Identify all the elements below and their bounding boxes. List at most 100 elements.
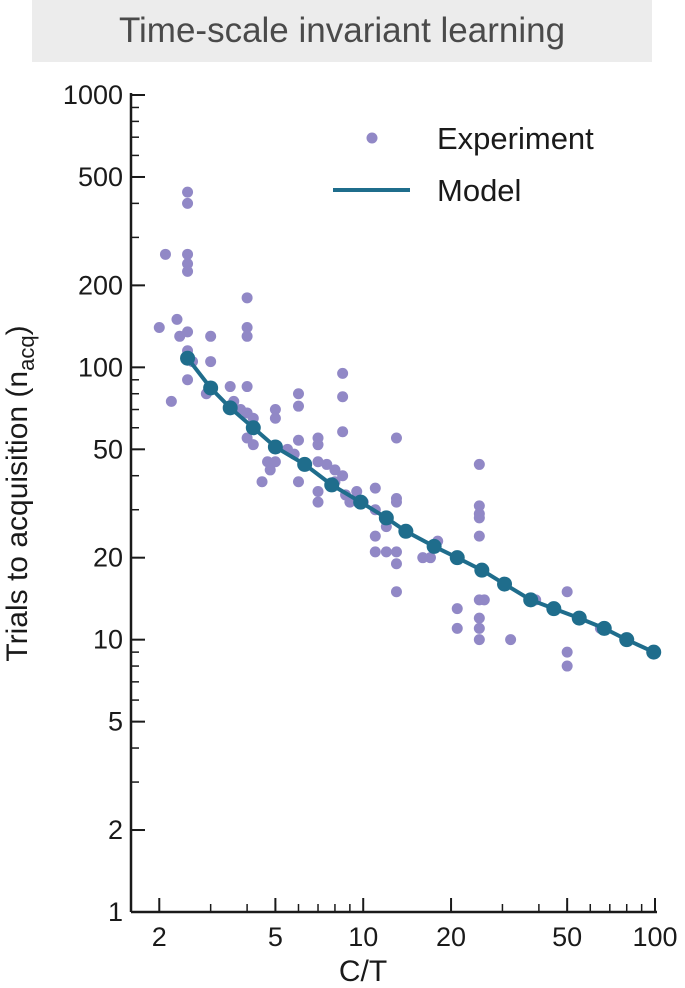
experiment-point bbox=[369, 482, 381, 494]
x-tick-label: 2 bbox=[152, 922, 167, 952]
model-point bbox=[297, 456, 313, 472]
x-tick-label: 50 bbox=[552, 922, 582, 952]
experiment-point bbox=[505, 634, 517, 646]
y-tick-label: 2 bbox=[108, 815, 123, 845]
model-point bbox=[398, 523, 414, 539]
experiment-point bbox=[337, 391, 349, 403]
x-tick-label: 100 bbox=[632, 922, 677, 952]
y-tick-label: 500 bbox=[78, 162, 123, 192]
experiment-point bbox=[312, 485, 324, 497]
experiment-point bbox=[182, 258, 194, 270]
experiment-point bbox=[292, 400, 304, 412]
x-tick-label: 20 bbox=[436, 922, 466, 952]
model-point bbox=[546, 601, 562, 617]
y-tick-label: 50 bbox=[93, 434, 123, 464]
experiment-point bbox=[205, 330, 217, 342]
experiment-point bbox=[473, 458, 485, 470]
model-line bbox=[186, 356, 655, 654]
experiment-point bbox=[241, 292, 253, 304]
experiment-point bbox=[256, 476, 268, 488]
experiment-point bbox=[424, 552, 436, 564]
experiment-point bbox=[473, 612, 485, 624]
experiment-point bbox=[473, 500, 485, 512]
experiment-point bbox=[337, 470, 349, 482]
model-point bbox=[523, 592, 539, 608]
model-point bbox=[646, 644, 662, 660]
experiment-point bbox=[241, 381, 253, 393]
experiment-point bbox=[369, 546, 381, 558]
model-point bbox=[596, 620, 612, 636]
experiment-point bbox=[171, 313, 183, 325]
experiment-point bbox=[337, 426, 349, 438]
experiment-point bbox=[182, 186, 194, 198]
experiment-point bbox=[561, 646, 573, 658]
experiment-point bbox=[561, 660, 573, 672]
y-tick-label: 10 bbox=[93, 625, 123, 655]
experiment-point bbox=[321, 458, 333, 470]
experiment-point bbox=[269, 404, 281, 416]
y-tick-label: 20 bbox=[93, 543, 123, 573]
experiment-point bbox=[269, 412, 281, 424]
legend-experiment-label: Experiment bbox=[437, 121, 594, 156]
experiment-point bbox=[473, 512, 485, 524]
model-point bbox=[267, 439, 283, 455]
x-tick-label: 10 bbox=[348, 922, 378, 952]
y-tick-label: 200 bbox=[78, 270, 123, 300]
experiment-point bbox=[292, 476, 304, 488]
experiment-point bbox=[165, 395, 177, 407]
experiment-point bbox=[390, 558, 402, 570]
experiment-point bbox=[417, 552, 429, 564]
experiment-point bbox=[337, 367, 349, 379]
model-point bbox=[378, 510, 394, 526]
model-point bbox=[222, 400, 238, 416]
experiment-point bbox=[329, 464, 341, 476]
experiment-point bbox=[247, 439, 259, 451]
y-axis-label-subscript: acq bbox=[14, 335, 39, 370]
experiment-point bbox=[390, 432, 402, 444]
model-point bbox=[449, 550, 465, 566]
model-point bbox=[324, 477, 340, 493]
experiment-point bbox=[182, 197, 194, 209]
experiment-point bbox=[241, 330, 253, 342]
legend-experiment-marker bbox=[366, 132, 378, 144]
experiment-point bbox=[478, 594, 490, 606]
model-point bbox=[426, 538, 442, 554]
y-tick-label: 1000 bbox=[63, 80, 123, 110]
y-tick-label: 1 bbox=[108, 897, 123, 927]
model-point bbox=[245, 420, 261, 436]
experiment-point bbox=[390, 546, 402, 558]
experiment-point bbox=[351, 485, 363, 497]
experiment-point bbox=[292, 434, 304, 446]
x-tick-label: 5 bbox=[268, 922, 283, 952]
y-axis-label-close: ) bbox=[1, 325, 34, 335]
legend-model-label: Model bbox=[437, 173, 521, 208]
model-point bbox=[180, 350, 196, 366]
experiment-point bbox=[380, 546, 392, 558]
chart-title: Time-scale invariant learning bbox=[118, 11, 566, 50]
model-point bbox=[353, 494, 369, 510]
chart-title-bar: Time-scale invariant learning bbox=[32, 0, 652, 62]
experiment-point bbox=[451, 603, 463, 615]
experiment-point bbox=[159, 248, 171, 260]
experiment-point bbox=[182, 374, 194, 386]
experiment-point bbox=[224, 381, 236, 393]
experiment-point bbox=[182, 248, 194, 260]
model-point bbox=[203, 380, 219, 396]
model-point bbox=[497, 576, 513, 592]
model-point bbox=[571, 610, 587, 626]
experiment-point bbox=[182, 326, 194, 338]
experiment-point bbox=[561, 586, 573, 598]
experiment-point bbox=[369, 530, 381, 542]
experiment-point bbox=[205, 356, 217, 368]
x-axis-label: C/T bbox=[339, 955, 387, 988]
experiment-point bbox=[292, 388, 304, 400]
model-point bbox=[474, 562, 490, 578]
experiment-point bbox=[153, 322, 165, 334]
experiment-point bbox=[269, 456, 281, 468]
experiment-point bbox=[451, 622, 463, 634]
experiment-point bbox=[473, 622, 485, 634]
experiment-point bbox=[390, 496, 402, 508]
experiment-point bbox=[473, 530, 485, 542]
experiment-point bbox=[312, 496, 324, 508]
